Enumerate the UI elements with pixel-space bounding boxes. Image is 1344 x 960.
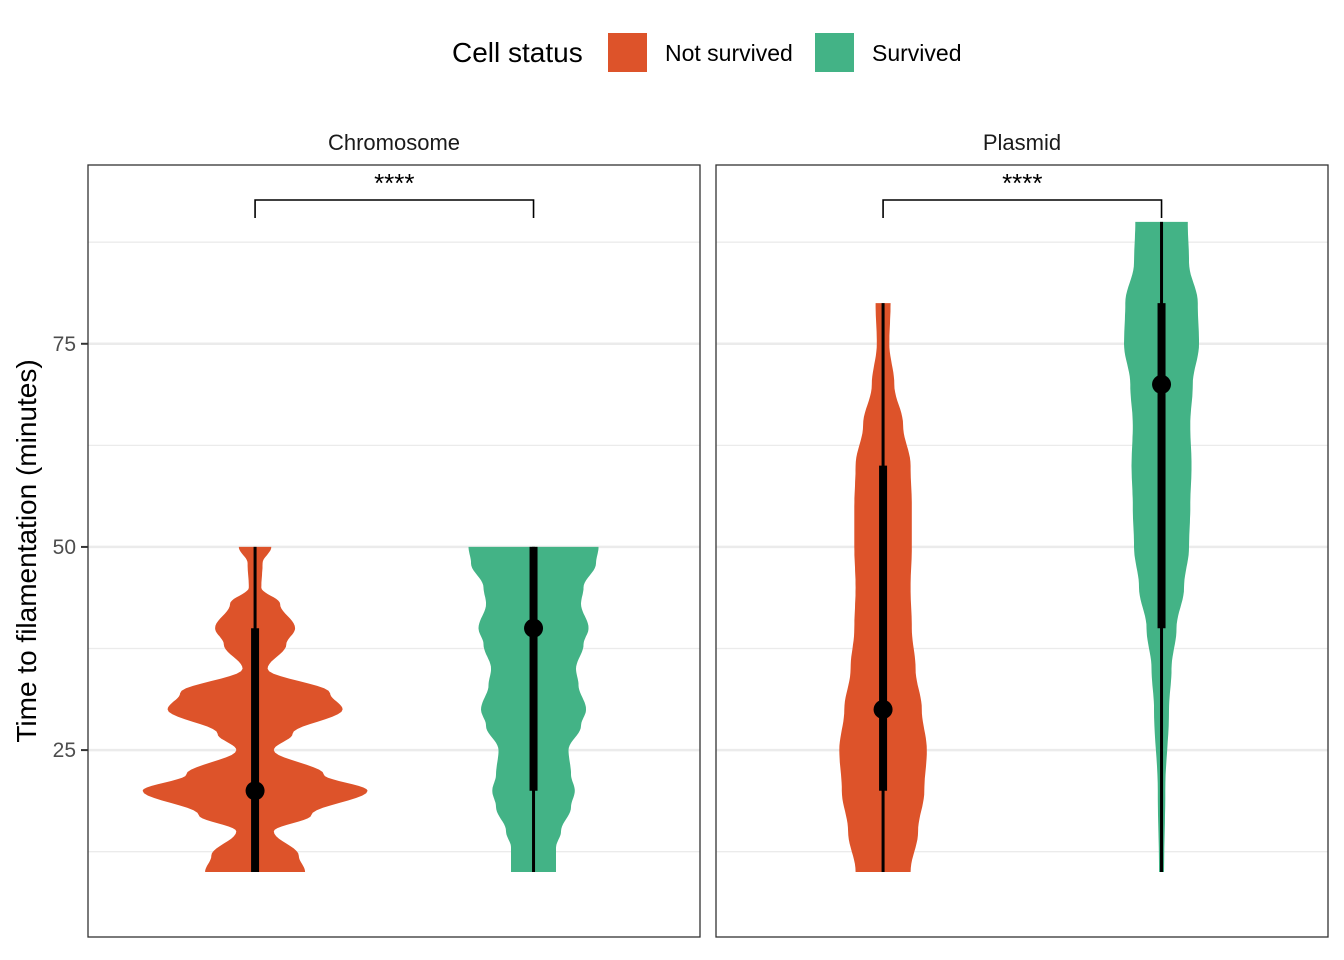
legend-label-not-survived: Not survived bbox=[665, 40, 793, 66]
group-plasmid-survived bbox=[1124, 221, 1199, 872]
y-axis: 25 50 75 bbox=[53, 333, 88, 762]
panel-title-plasmid: Plasmid bbox=[983, 130, 1061, 155]
panel-plasmid: Plasmid **** bbox=[715, 130, 1329, 938]
group-chromosome-survived bbox=[468, 546, 599, 872]
significance-label: **** bbox=[1002, 168, 1042, 198]
y-tick-label: 25 bbox=[53, 739, 76, 762]
legend: Cell status Not survived Survived bbox=[452, 33, 961, 72]
y-axis-title: Time to filamentation (minutes) bbox=[11, 359, 42, 742]
legend-key-not-survived bbox=[608, 33, 647, 72]
median-point bbox=[245, 781, 265, 801]
legend-label-survived: Survived bbox=[872, 40, 961, 66]
significance-bracket bbox=[254, 199, 535, 218]
panel-background bbox=[88, 165, 700, 937]
significance-bracket bbox=[882, 199, 1163, 218]
median-point bbox=[524, 618, 544, 638]
y-tick-label: 50 bbox=[53, 536, 76, 559]
legend-title: Cell status bbox=[452, 37, 583, 68]
legend-key-survived bbox=[815, 33, 854, 72]
panel-title-chromosome: Chromosome bbox=[328, 130, 460, 155]
group-chromosome-not-survived bbox=[142, 546, 368, 872]
group-plasmid-not-survived bbox=[839, 303, 927, 873]
panel-chromosome: Chromosome **** bbox=[87, 130, 701, 938]
panel-background bbox=[716, 165, 1328, 937]
panel-border bbox=[87, 164, 701, 938]
y-tick-label: 75 bbox=[53, 333, 76, 356]
median-point bbox=[1152, 374, 1172, 394]
chart-panels: Chromosome **** Plasmid **** bbox=[87, 130, 1329, 938]
panel-border bbox=[715, 164, 1329, 938]
significance-label: **** bbox=[374, 168, 414, 198]
median-point bbox=[873, 699, 893, 719]
